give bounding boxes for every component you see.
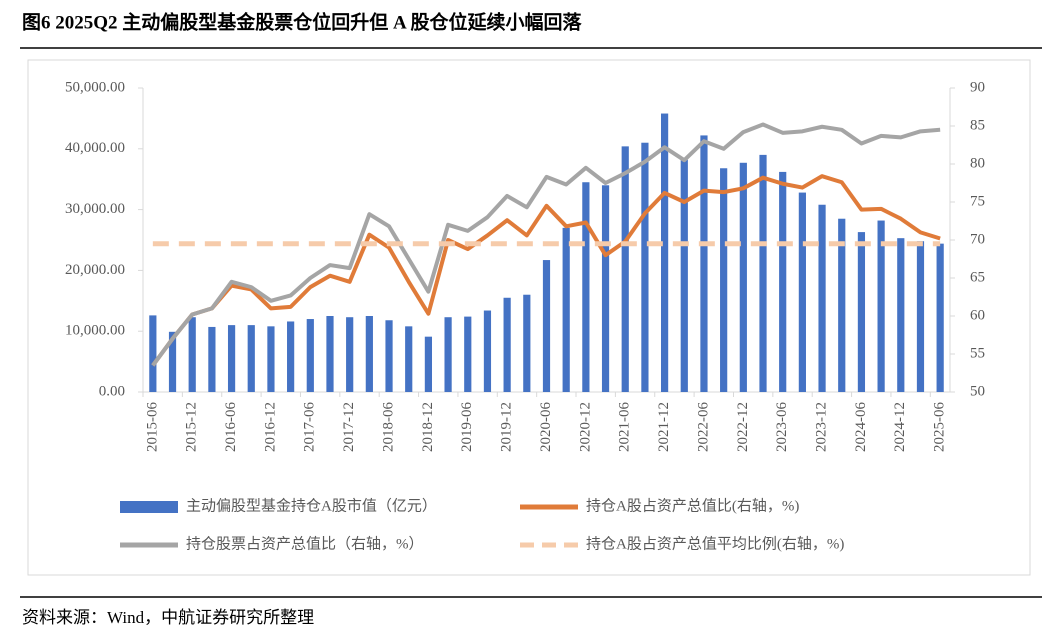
bar: [208, 326, 216, 392]
x-tick-label: 2020-12: [577, 402, 593, 452]
bar: [916, 241, 925, 392]
bar: [838, 218, 846, 392]
bar: [897, 238, 905, 392]
bar: [385, 320, 393, 392]
x-tick-label: 2018-06: [380, 402, 396, 452]
chart-frame: [27, 59, 1031, 576]
bar: [601, 185, 610, 392]
bar: [483, 310, 492, 392]
legend-label: 持仓A股占资产总值比(右轴，%): [586, 497, 799, 514]
y-tick-label: 20,000.00: [65, 262, 125, 278]
x-tick-label: 2019-06: [459, 402, 475, 452]
x-tick-label: 2020-06: [538, 402, 554, 452]
y2-tick-label: 50: [970, 383, 985, 399]
bar: [542, 260, 551, 392]
x-tick-label: 2021-06: [617, 402, 633, 452]
bar: [168, 331, 177, 392]
bar: [444, 317, 452, 392]
x-tick-label: 2025-06: [932, 402, 948, 452]
x-tick-label: 2023-06: [774, 402, 790, 452]
bar: [287, 321, 295, 392]
bar: [227, 325, 236, 392]
x-tick-label: 2021-12: [656, 402, 672, 452]
y-tick-label: 40,000.00: [65, 140, 125, 156]
y2-tick-label: 60: [970, 307, 985, 323]
x-tick-label: 2024-12: [892, 402, 908, 452]
line: [151, 174, 941, 367]
bar: [798, 192, 806, 392]
bar: [759, 154, 767, 392]
bar: [523, 294, 531, 392]
x-tick-label: 2024-06: [853, 402, 869, 452]
bar: [700, 135, 708, 392]
bar: [857, 232, 866, 392]
bar: [267, 326, 275, 392]
bar: [346, 317, 354, 392]
bar: [306, 319, 314, 392]
y2-tick-label: 65: [970, 269, 985, 285]
bar: [818, 204, 826, 392]
legend-label: 主动偏股型基金持仓A股市值（亿元）: [186, 497, 437, 514]
y-tick-label: 0.00: [99, 383, 125, 399]
y-tick-label: 10,000.00: [65, 323, 125, 339]
x-tick-label: 2022-06: [695, 402, 711, 452]
y2-tick-label: 80: [970, 155, 985, 171]
bar: [739, 162, 747, 392]
x-tick-label: 2015-06: [144, 402, 160, 452]
y2-tick-label: 55: [970, 345, 985, 361]
y-tick-label: 30,000.00: [65, 201, 125, 217]
bar: [779, 171, 787, 392]
legend-swatch: [120, 501, 178, 513]
x-tick-label: 2023-12: [813, 402, 829, 452]
bar: [464, 316, 472, 392]
x-tick-label: 2022-12: [735, 402, 751, 452]
bar: [424, 336, 433, 392]
bar: [562, 227, 570, 392]
x-tick-label: 2017-06: [302, 402, 318, 452]
bar: [582, 182, 590, 392]
source: 资料来源：Wind，中航证券研究所整理: [22, 608, 314, 627]
x-tick-label: 2016-12: [262, 402, 278, 452]
bar: [405, 326, 413, 392]
x-tick-label: 2016-06: [223, 402, 239, 452]
bar: [365, 316, 373, 392]
y2-tick-label: 75: [970, 193, 985, 209]
bar: [149, 315, 157, 392]
legend-label: 持仓A股占资产总值平均比例(右轴，%): [586, 535, 844, 552]
x-tick-label: 2018-12: [420, 402, 436, 452]
bar: [503, 297, 511, 392]
bar: [680, 159, 688, 392]
chart-title: 图6 2025Q2 主动偏股型基金股票仓位回升但 A 股仓位延续小幅回落: [22, 10, 582, 33]
bar: [621, 146, 629, 392]
x-tick-label: 2019-12: [499, 402, 515, 452]
y-tick-label: 50,000.00: [65, 79, 125, 95]
bar: [188, 317, 196, 392]
y2-tick-label: 70: [970, 231, 985, 247]
x-tick-label: 2017-12: [341, 402, 357, 452]
y2-tick-label: 85: [970, 117, 985, 133]
y2-tick-label: 90: [970, 79, 985, 95]
bar: [720, 168, 728, 392]
bar: [641, 142, 649, 392]
line: [151, 122, 941, 367]
bar: [877, 220, 885, 392]
bar: [247, 325, 255, 392]
bar: [936, 243, 944, 392]
bar: [326, 316, 334, 392]
x-tick-label: 2015-12: [184, 402, 200, 452]
legend-label: 持仓股票占资产总值比（右轴，%）: [186, 535, 424, 552]
bar: [660, 113, 669, 392]
